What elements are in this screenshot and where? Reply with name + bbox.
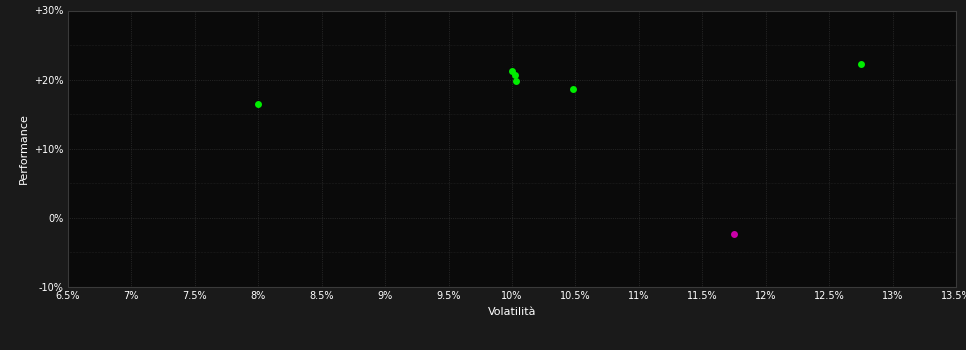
Point [565, 86, 581, 91]
Point [250, 101, 266, 107]
Point [504, 68, 520, 74]
Point [853, 62, 868, 67]
Point [508, 78, 524, 84]
Point [726, 231, 742, 237]
Point [507, 73, 523, 78]
X-axis label: Volatilità: Volatilità [488, 307, 536, 317]
Y-axis label: Performance: Performance [18, 113, 28, 184]
